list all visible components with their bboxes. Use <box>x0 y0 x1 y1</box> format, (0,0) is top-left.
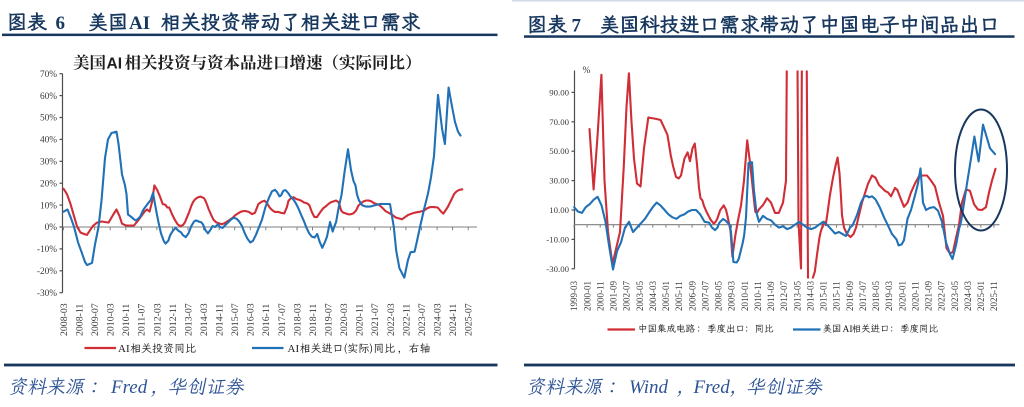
svg-text:2008-11: 2008-11 <box>75 304 86 336</box>
svg-text:2019-03: 2019-03 <box>884 281 894 311</box>
svg-text:2024-11: 2024-11 <box>448 304 459 336</box>
svg-text:-30.00: -30.00 <box>546 264 569 274</box>
svg-text:2000-11: 2000-11 <box>596 281 606 311</box>
svg-text:10%: 10% <box>40 201 57 211</box>
svg-text:2011-09: 2011-09 <box>766 281 776 311</box>
svg-text:2014-11: 2014-11 <box>215 304 226 336</box>
svg-text:0%: 0% <box>45 223 58 233</box>
svg-text:2022-03: 2022-03 <box>386 303 397 336</box>
svg-text:2017-07: 2017-07 <box>858 281 868 311</box>
svg-text:2005-01: 2005-01 <box>661 281 671 311</box>
svg-text:2003-05: 2003-05 <box>635 281 645 311</box>
svg-text:AI: AI <box>118 343 130 355</box>
svg-text:-10.00: -10.00 <box>546 234 569 244</box>
svg-text:Fred: Fred <box>693 377 731 398</box>
svg-text:10.00: 10.00 <box>549 205 569 215</box>
svg-text:2015-01: 2015-01 <box>819 281 829 311</box>
svg-text:2015-11: 2015-11 <box>832 281 842 311</box>
svg-text:2009-07: 2009-07 <box>90 303 101 336</box>
svg-text:%: % <box>583 66 591 76</box>
svg-text:2012-03: 2012-03 <box>152 303 163 336</box>
svg-text:2012-07: 2012-07 <box>779 281 789 311</box>
svg-text:2016-09: 2016-09 <box>845 281 855 311</box>
svg-text:60%: 60% <box>40 92 57 102</box>
svg-text:70%: 70% <box>40 70 57 80</box>
svg-text:2025-01: 2025-01 <box>976 281 986 311</box>
svg-text:2004-03: 2004-03 <box>648 281 658 311</box>
svg-text:2020-01: 2020-01 <box>897 281 907 311</box>
svg-text:AI: AI <box>107 56 123 73</box>
svg-text:2018-03: 2018-03 <box>292 303 303 336</box>
svg-text:2023-05: 2023-05 <box>950 281 960 311</box>
svg-text:Wind: Wind <box>629 377 669 398</box>
svg-text:2021-07: 2021-07 <box>370 303 381 336</box>
svg-text:2020-11: 2020-11 <box>355 304 366 336</box>
svg-text:AI: AI <box>129 13 150 34</box>
svg-text:2010-03: 2010-03 <box>106 303 117 336</box>
svg-text:2002-07: 2002-07 <box>622 281 632 311</box>
svg-text:2024-03: 2024-03 <box>433 303 444 336</box>
svg-text:2020-03: 2020-03 <box>339 303 350 336</box>
svg-text:2015-07: 2015-07 <box>230 303 241 336</box>
svg-text:2025-07: 2025-07 <box>464 303 475 336</box>
svg-text:2018-11: 2018-11 <box>308 304 319 336</box>
svg-text:1999-03: 1999-03 <box>569 281 579 311</box>
svg-text:-20%: -20% <box>37 267 57 277</box>
svg-text:40%: 40% <box>40 136 57 146</box>
svg-text:70.00: 70.00 <box>549 117 569 127</box>
svg-text:2016-11: 2016-11 <box>261 304 272 336</box>
svg-text:2010-01: 2010-01 <box>740 281 750 311</box>
svg-text:2013-05: 2013-05 <box>792 281 802 311</box>
svg-text:2024-03: 2024-03 <box>963 281 973 311</box>
svg-text:2011-07: 2011-07 <box>137 304 148 336</box>
svg-text:2000-01: 2000-01 <box>582 281 592 311</box>
svg-text:2008-03: 2008-03 <box>59 303 70 336</box>
svg-text:2005-11: 2005-11 <box>674 281 684 311</box>
svg-text:AI: AI <box>843 325 853 335</box>
svg-text:6: 6 <box>56 13 66 34</box>
svg-text:2014-03: 2014-03 <box>199 303 210 336</box>
svg-text:20%: 20% <box>40 179 57 189</box>
svg-text:2017-07: 2017-07 <box>277 303 288 336</box>
svg-text:2009-03: 2009-03 <box>727 281 737 311</box>
svg-text:2022-07: 2022-07 <box>937 281 947 311</box>
svg-text:2016-03: 2016-03 <box>246 303 257 336</box>
svg-text:90.00: 90.00 <box>549 87 569 97</box>
svg-text:AI: AI <box>288 343 300 355</box>
svg-text:2007-07: 2007-07 <box>701 281 711 311</box>
svg-text:2022-11: 2022-11 <box>401 304 412 336</box>
svg-text:2025-11: 2025-11 <box>989 281 999 311</box>
svg-text:2020-11: 2020-11 <box>911 281 921 311</box>
svg-text:2014-03: 2014-03 <box>806 281 816 311</box>
svg-text:30%: 30% <box>40 158 57 168</box>
svg-text:2018-05: 2018-05 <box>871 281 881 311</box>
svg-text:50.00: 50.00 <box>549 146 569 156</box>
svg-text:2013-07: 2013-07 <box>183 303 194 336</box>
svg-text:Fred: Fred <box>110 377 148 398</box>
svg-text:2010-11: 2010-11 <box>753 281 763 311</box>
svg-text:-10%: -10% <box>37 245 57 255</box>
svg-text:2010-11: 2010-11 <box>121 304 132 336</box>
svg-text:50%: 50% <box>40 114 57 124</box>
svg-text:2008-05: 2008-05 <box>714 281 724 311</box>
svg-text:2019-07: 2019-07 <box>324 303 335 336</box>
svg-text:2006-09: 2006-09 <box>687 281 697 311</box>
svg-text:2001-09: 2001-09 <box>609 281 619 311</box>
svg-text:2023-07: 2023-07 <box>417 303 428 336</box>
svg-text:30.00: 30.00 <box>549 176 569 186</box>
svg-text:2021-09: 2021-09 <box>924 281 934 311</box>
svg-text:7: 7 <box>572 16 582 37</box>
svg-text:2012-11: 2012-11 <box>168 304 179 336</box>
svg-text:-30%: -30% <box>37 289 57 299</box>
